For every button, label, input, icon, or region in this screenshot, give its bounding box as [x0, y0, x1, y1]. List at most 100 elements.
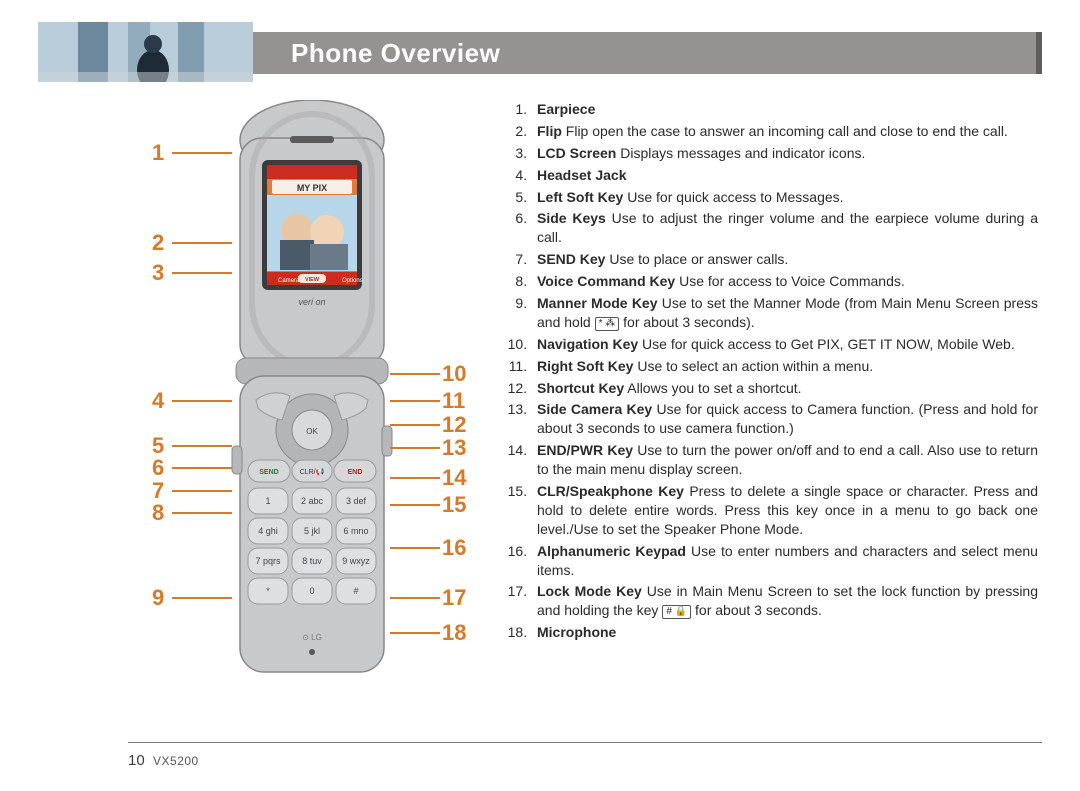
feature-label: CLR/Speakphone Key	[537, 483, 684, 499]
model-name: VX5200	[153, 754, 199, 768]
svg-text:0: 0	[309, 586, 314, 596]
leader-line	[390, 400, 440, 402]
leader-line	[172, 400, 232, 402]
leader-line	[172, 490, 232, 492]
feature-label: Side Camera Key	[537, 401, 652, 417]
svg-text:9 wxyz: 9 wxyz	[342, 556, 370, 566]
page-header: Phone Overview	[38, 22, 1042, 74]
feature-item-10: Navigation Key Use for quick access to G…	[531, 335, 1038, 354]
callout-left-4: 4	[152, 388, 164, 414]
svg-text:4 ghi: 4 ghi	[258, 526, 278, 536]
feature-label: Left Soft Key	[537, 189, 623, 205]
feature-label: Earpiece	[537, 101, 595, 117]
leader-line	[390, 477, 440, 479]
svg-text:3 def: 3 def	[346, 496, 367, 506]
svg-text:6 mno: 6 mno	[343, 526, 368, 536]
callout-right-17: 17	[442, 585, 466, 611]
feature-item-17: Lock Mode Key Use in Main Menu Screen to…	[531, 582, 1038, 620]
feature-item-16: Alphanumeric Keypad Use to enter numbers…	[531, 542, 1038, 580]
page-number: 10	[128, 752, 145, 769]
svg-text:CLR/📢: CLR/📢	[300, 467, 325, 476]
leader-line	[390, 447, 440, 449]
leader-line	[390, 504, 440, 506]
callout-left-2: 2	[152, 230, 164, 256]
phone-diagram: MY PIX Camera VIEW Options veri on	[122, 100, 497, 690]
callout-right-10: 10	[442, 361, 466, 387]
feature-item-7: SEND Key Use to place or answer calls.	[531, 250, 1038, 269]
phone-illustration: MY PIX Camera VIEW Options veri on	[212, 100, 412, 690]
feature-label: Side Keys	[537, 210, 606, 226]
svg-text:VIEW: VIEW	[305, 277, 320, 283]
callout-right-18: 18	[442, 620, 466, 646]
callout-right-11: 11	[442, 388, 465, 414]
svg-text:END: END	[348, 469, 363, 476]
leader-line	[172, 512, 232, 514]
feature-item-3: LCD Screen Displays messages and indicat…	[531, 144, 1038, 163]
feature-item-18: Microphone	[531, 623, 1038, 642]
leader-line	[390, 424, 440, 426]
svg-text:#: #	[353, 586, 358, 596]
callout-right-16: 16	[442, 535, 466, 561]
feature-label: Right Soft Key	[537, 358, 633, 374]
feature-item-2: Flip Flip open the case to answer an inc…	[531, 122, 1038, 141]
feature-item-4: Headset Jack	[531, 166, 1038, 185]
svg-text:Options: Options	[342, 278, 363, 284]
feature-item-6: Side Keys Use to adjust the ringer volum…	[531, 209, 1038, 247]
callout-left-3: 3	[152, 260, 164, 286]
feature-label: Manner Mode Key	[537, 295, 658, 311]
feature-item-8: Voice Command Key Use for access to Voic…	[531, 272, 1038, 291]
leader-line	[172, 467, 232, 469]
feature-label: Headset Jack	[537, 167, 627, 183]
svg-text:8 tuv: 8 tuv	[302, 556, 322, 566]
key-icon: * ⁂	[595, 317, 620, 331]
footer-rule	[128, 742, 1042, 743]
manual-page: Phone Overview MY PIX	[0, 0, 1080, 690]
leader-line	[172, 272, 232, 274]
feature-label: Shortcut Key	[537, 380, 624, 396]
page-content: MY PIX Camera VIEW Options veri on	[122, 100, 1042, 690]
feature-item-11: Right Soft Key Use to select an action w…	[531, 357, 1038, 376]
feature-ol: Earpiece Flip Flip open the case to answe…	[505, 100, 1038, 642]
leader-line	[390, 547, 440, 549]
feature-label: Navigation Key	[537, 336, 638, 352]
leader-line	[390, 597, 440, 599]
svg-text:⊙ LG: ⊙ LG	[302, 633, 322, 642]
page-title-bar: Phone Overview	[253, 32, 1042, 74]
feature-item-14: END/PWR Key Use to turn the power on/off…	[531, 441, 1038, 479]
leader-line	[390, 373, 440, 375]
feature-item-15: CLR/Speakphone Key Press to delete a sin…	[531, 482, 1038, 539]
callout-right-14: 14	[442, 465, 466, 491]
leader-line	[172, 445, 232, 447]
header-decorative-photo	[38, 22, 253, 82]
callout-left-9: 9	[152, 585, 164, 611]
feature-label: Alphanumeric Keypad	[537, 543, 686, 559]
svg-text:7 pqrs: 7 pqrs	[255, 556, 281, 566]
callout-right-15: 15	[442, 492, 466, 518]
feature-label: Flip	[537, 123, 562, 139]
leader-line	[172, 242, 232, 244]
feature-label: Lock Mode Key	[537, 583, 642, 599]
feature-item-12: Shortcut Key Allows you to set a shortcu…	[531, 379, 1038, 398]
feature-item-5: Left Soft Key Use for quick access to Me…	[531, 188, 1038, 207]
svg-text:2 abc: 2 abc	[301, 496, 324, 506]
page-title: Phone Overview	[291, 38, 500, 68]
feature-label: LCD Screen	[537, 145, 616, 161]
leader-line	[172, 152, 232, 154]
key-icon: # 🔒	[662, 605, 691, 619]
callout-left-8: 8	[152, 500, 164, 526]
feature-list: Earpiece Flip Flip open the case to answe…	[497, 100, 1042, 690]
feature-label: END/PWR Key	[537, 442, 633, 458]
feature-label: Microphone	[537, 624, 616, 640]
leader-line	[390, 632, 440, 634]
feature-label: SEND Key	[537, 251, 605, 267]
feature-label: Voice Command Key	[537, 273, 675, 289]
svg-text:veri on: veri on	[298, 297, 325, 307]
feature-item-9: Manner Mode Key Use to set the Manner Mo…	[531, 294, 1038, 332]
svg-text:1: 1	[265, 496, 270, 506]
svg-text:Camera: Camera	[278, 278, 300, 284]
page-footer: 10 VX5200	[128, 752, 199, 769]
callout-right-13: 13	[442, 435, 466, 461]
svg-text:OK: OK	[306, 427, 318, 436]
svg-text:SEND: SEND	[259, 469, 278, 476]
svg-text:*: *	[266, 586, 270, 596]
